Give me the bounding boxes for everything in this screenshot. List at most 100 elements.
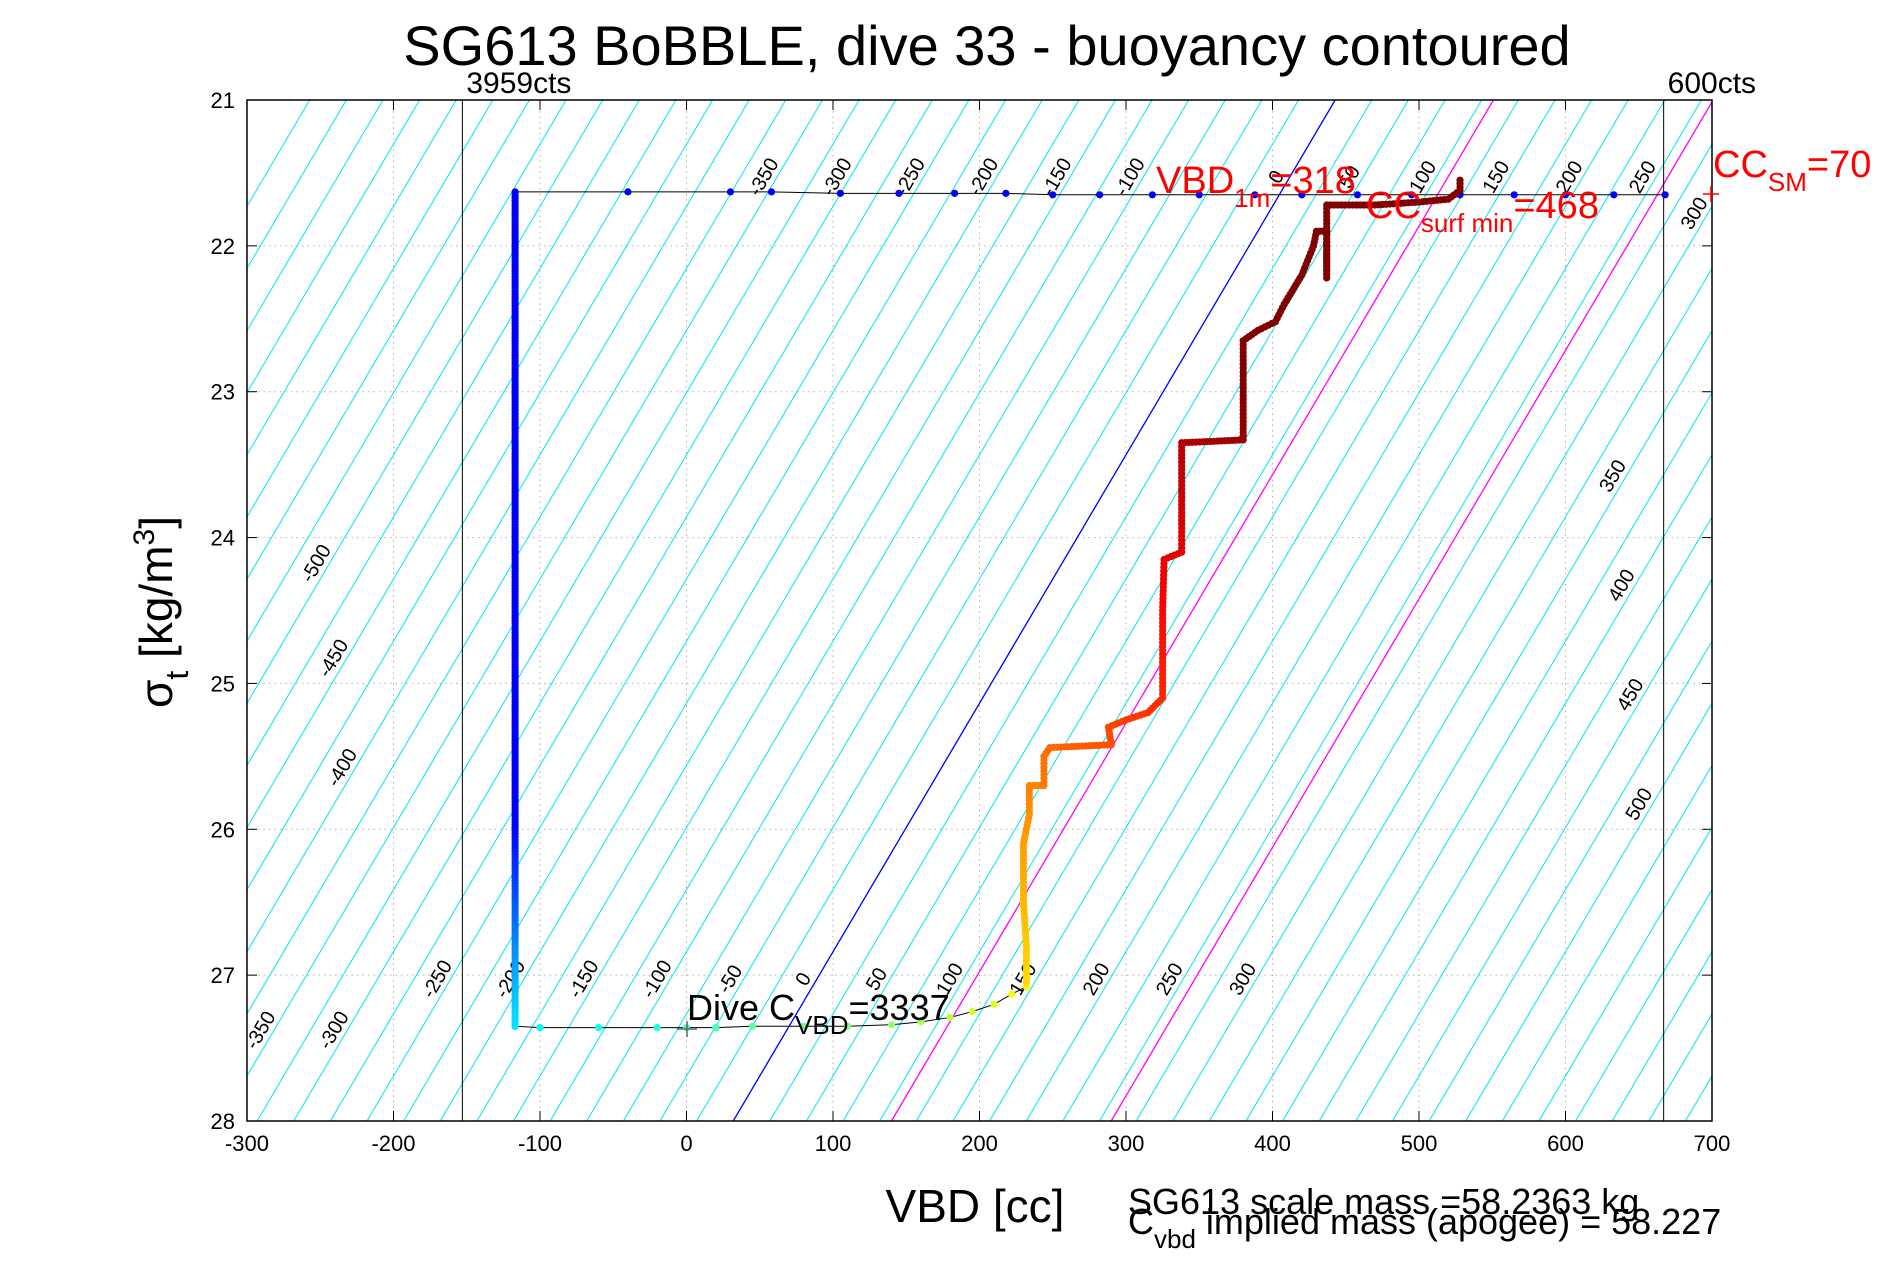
buoyancy-contour-line: [1465, 702, 1712, 1121]
buoyancy-contour-line: [915, 100, 1519, 1121]
data-point: [595, 1024, 603, 1032]
buoyancy-contour-line: [1392, 578, 1712, 1121]
contour-label: 150: [1479, 157, 1515, 197]
buoyancy-contour-line: [247, 100, 530, 581]
buoyancy-contour-line: [247, 100, 420, 394]
buoyancy-contour-line: [842, 100, 1446, 1121]
data-point: [990, 1000, 998, 1008]
data-point: [895, 189, 903, 197]
buoyancy-contours: [247, 100, 1891, 1121]
contour-label: 300: [1225, 959, 1261, 999]
implied-mass-text: Cvbd implied mass (apogee) = 58.227: [1128, 1201, 1721, 1254]
x-tick-label: 700: [1694, 1131, 1731, 1156]
buoyancy-contour-line: [1245, 329, 1712, 1121]
contour-label: 350: [1595, 456, 1631, 496]
buoyancy-contour-line: [1282, 391, 1712, 1121]
data-point: [1008, 990, 1016, 998]
buoyancy-contour-line: [1722, 100, 1891, 1121]
buoyancy-contour-line: [879, 100, 1483, 1121]
buoyancy-contour-line: [1099, 100, 1702, 1121]
buoyancy-contour-line: [1501, 764, 1712, 1121]
buoyancy-contour-line: [1538, 826, 1712, 1121]
data-point: [844, 1022, 852, 1030]
data-point: [624, 188, 632, 196]
buoyancy-contour-line: [329, 100, 933, 1121]
data-point: [1408, 191, 1416, 199]
buoyancy-contour-line: [293, 100, 897, 1121]
data-point: [726, 188, 735, 196]
buoyancy-contour-line: [403, 100, 1006, 1121]
y-tick-label: 26: [211, 817, 235, 842]
data-point: [1353, 191, 1362, 199]
data-point: [1510, 191, 1518, 199]
data-point: [748, 1022, 757, 1030]
buoyancy-contour-line: [1611, 950, 1712, 1121]
buoyancy-contour-line: [1832, 100, 1891, 1121]
data-point: [767, 188, 776, 196]
y-tick-label: 22: [211, 234, 235, 259]
count-limit-label: 3959cts: [466, 67, 571, 100]
buoyancy-contour-line: [1759, 100, 1891, 1121]
y-tick-label: 27: [211, 963, 235, 988]
x-tick-label: 400: [1254, 1131, 1291, 1156]
data-point: [800, 1022, 808, 1030]
data-point: [836, 189, 844, 197]
data-point: [888, 1021, 896, 1029]
x-tick-label: -200: [371, 1131, 415, 1156]
y-tick-label: 21: [211, 88, 235, 113]
data-point: [1002, 189, 1010, 197]
buoyancy-contour-line: [1355, 515, 1712, 1121]
scale-mass-text: SG613 scale mass =58.2363 kg: [1128, 1181, 1639, 1222]
data-point: [1561, 191, 1570, 199]
buoyancy-contour-line: [1428, 640, 1712, 1121]
y-axis-label: σt [kg/m3]: [128, 516, 195, 708]
trajectory-line: [514, 180, 1666, 1029]
data-point: [1195, 191, 1203, 199]
contour-label: 450: [1613, 675, 1649, 715]
contour-label: 200: [1079, 959, 1115, 999]
gridlines: [246, 99, 1713, 1122]
buoyancy-contour-line: [1025, 100, 1629, 1121]
data-point: [1610, 191, 1618, 199]
buoyancy-contour-line: [952, 100, 1556, 1121]
buoyancy-contour-line: [622, 100, 1226, 1121]
buoyancy-contour-line: [1135, 143, 1712, 1121]
x-tick-label: 300: [1108, 1131, 1145, 1156]
buoyancy-contour-line: [806, 100, 1409, 1121]
x-tick-label: 100: [815, 1131, 852, 1156]
count-limit-label: 600cts: [1668, 67, 1756, 100]
x-tick-label: 500: [1401, 1131, 1438, 1156]
data-point: [1456, 176, 1464, 184]
buoyancy-contour-line: [247, 100, 567, 643]
buoyancy-contour-line: [247, 100, 640, 767]
buoyancy-contour-line: [769, 100, 1373, 1121]
dive-cvbd-label: Dive CVBD=3337: [687, 987, 950, 1040]
x-tick-label: 600: [1547, 1131, 1584, 1156]
data-point: [968, 1008, 976, 1016]
data-point: [1251, 191, 1259, 199]
cc-sm-marker: [1703, 186, 1719, 202]
buoyancy-contour-line: [1318, 453, 1712, 1121]
buoyancy-contour-line: [247, 100, 494, 518]
buoyancy-contour-line: [1795, 100, 1891, 1121]
highlight-buoyancy-line: [1110, 100, 1712, 1121]
buoyancy-contour-line: [696, 100, 1299, 1121]
neutral-buoyancy-line: [732, 100, 1336, 1121]
highlight-buoyancy-line: [890, 100, 1494, 1121]
x-tick-label: 0: [680, 1131, 692, 1156]
cc-surf-min-label: CCsurf min=468: [1366, 185, 1599, 238]
buoyancy-contour-line: [549, 100, 1153, 1121]
data-point: [1148, 191, 1156, 199]
x-axis-label: VBD [cc]: [886, 1180, 1065, 1232]
y-tick-label: 23: [211, 380, 235, 405]
buoyancy-contour-line: [366, 100, 970, 1121]
buoyancy-contour-line: [247, 100, 604, 705]
data-point: [950, 189, 959, 197]
data-point: [946, 1013, 954, 1022]
x-tick-label: -300: [225, 1131, 269, 1156]
data-point: [511, 1022, 519, 1030]
buoyancy-contour-line: [1062, 100, 1666, 1121]
data-point: [536, 1024, 544, 1032]
buoyancy-contour-line: [247, 100, 713, 891]
